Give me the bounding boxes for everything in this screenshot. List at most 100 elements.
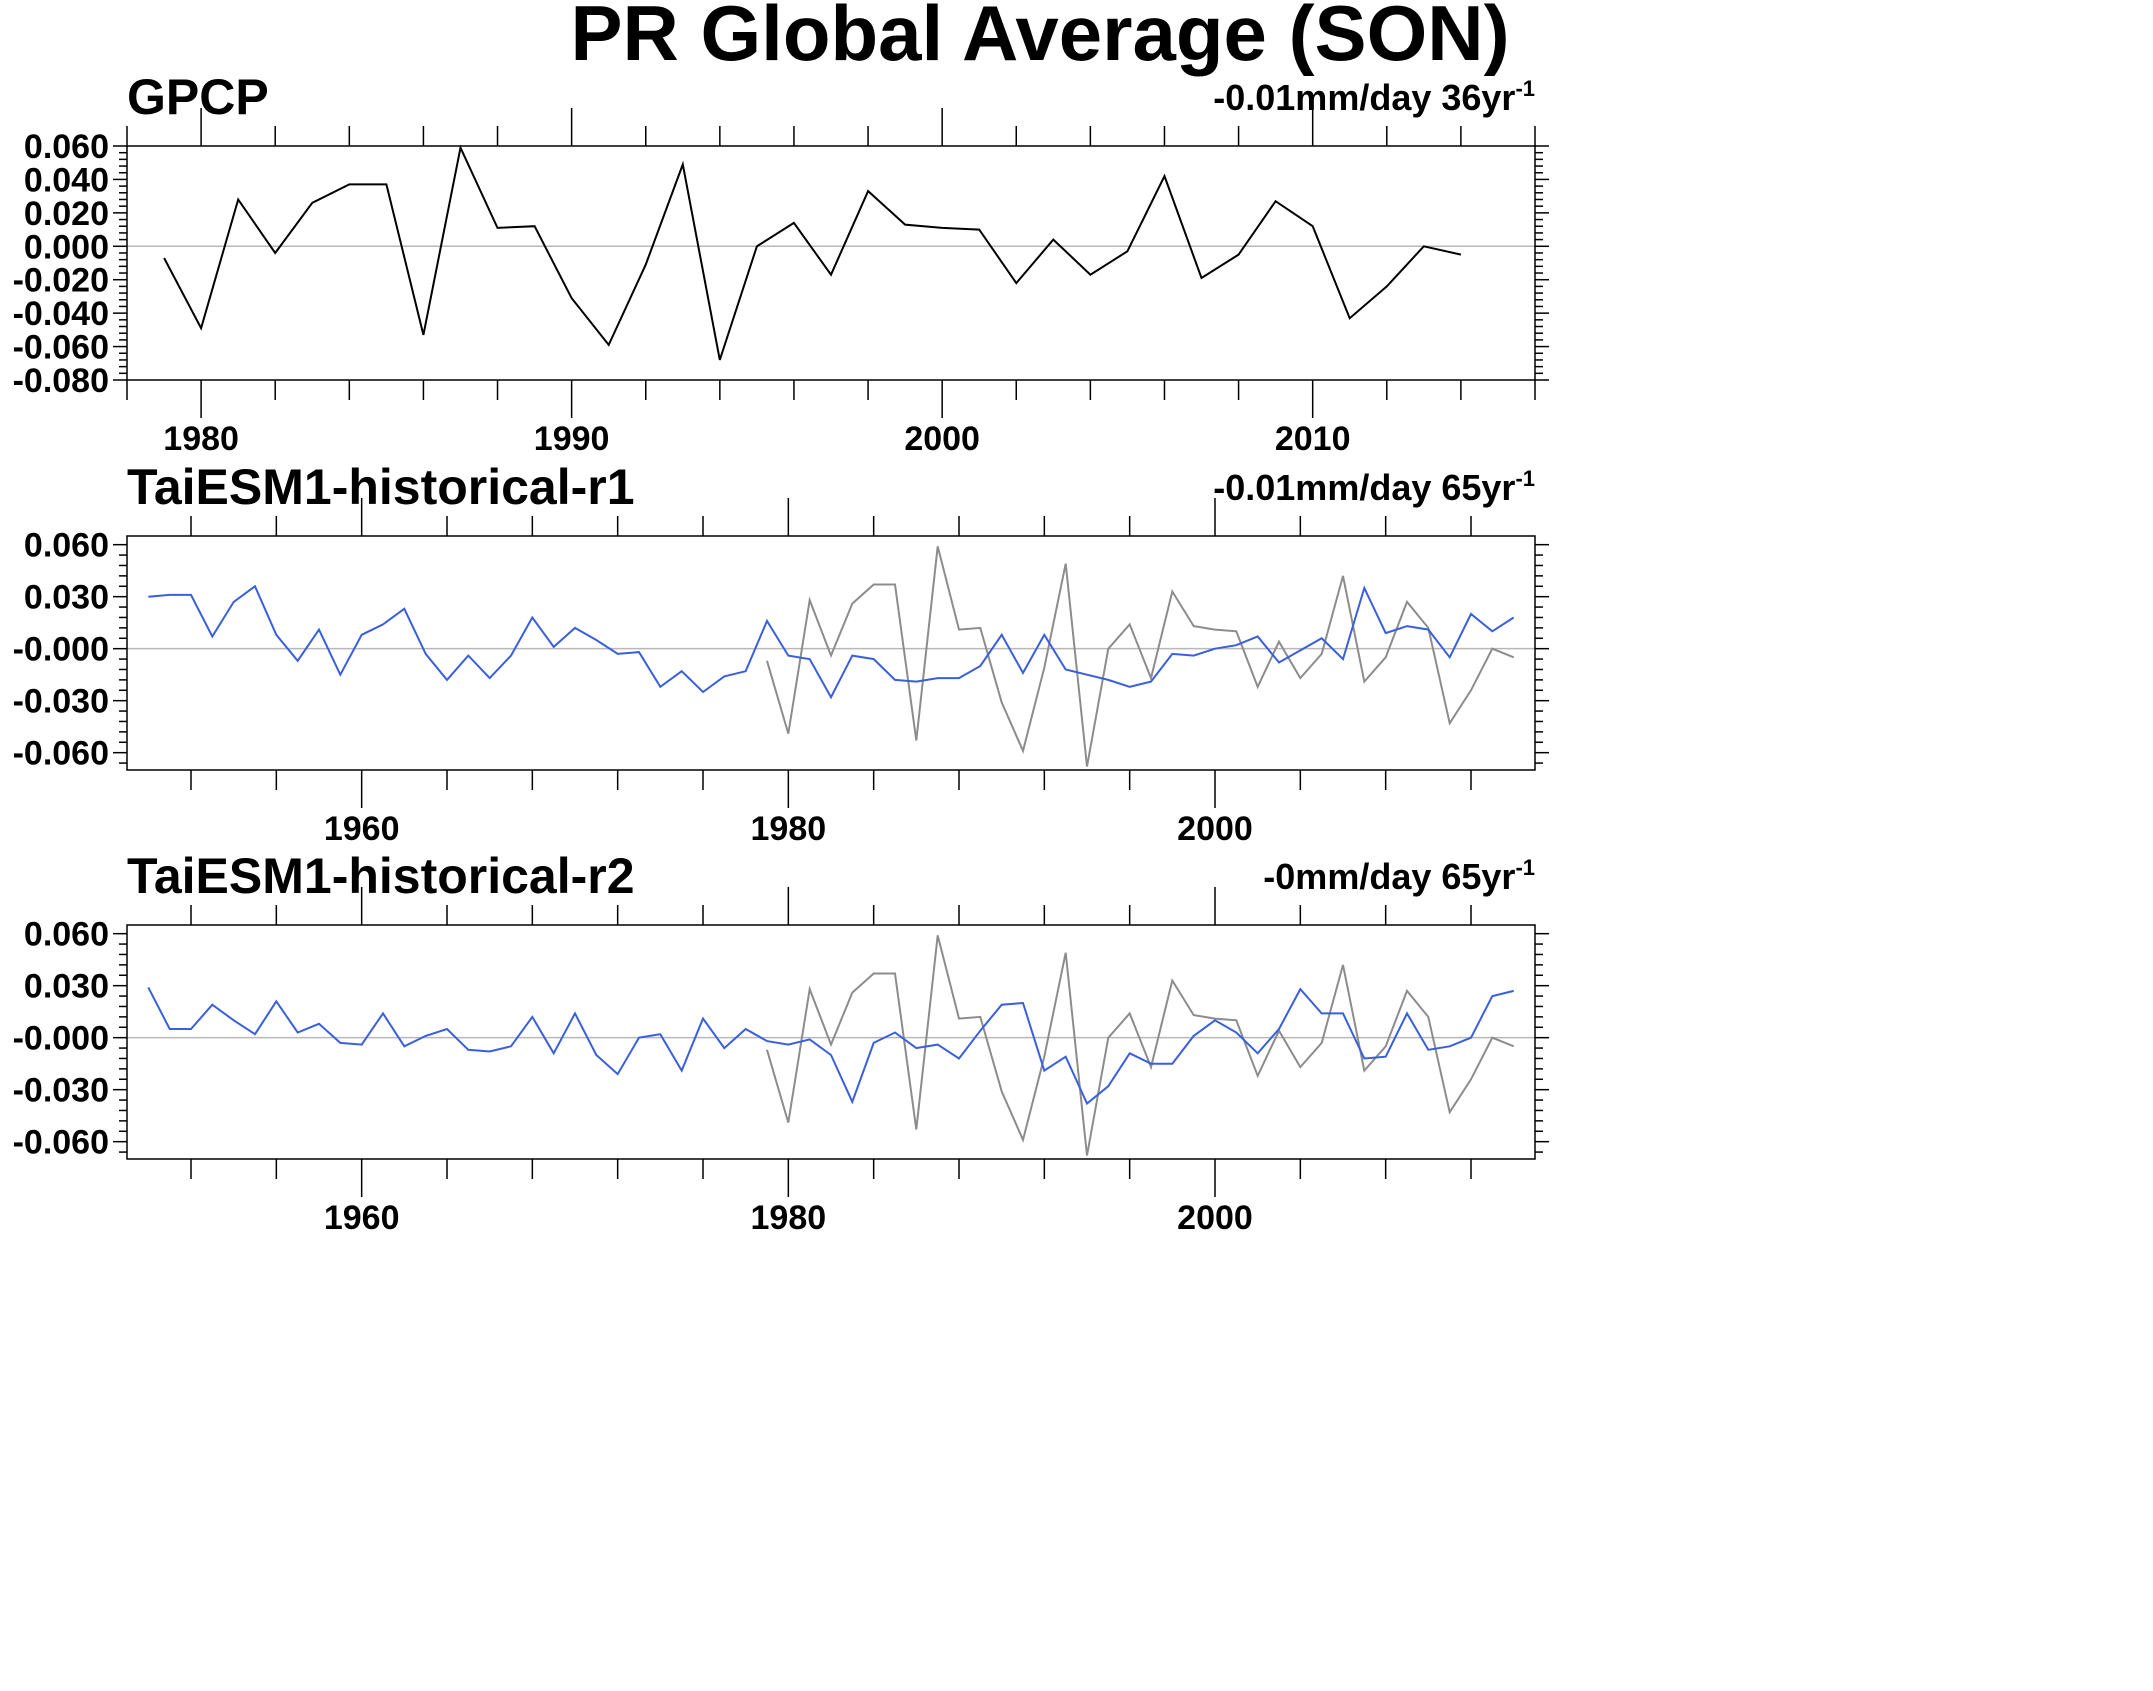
data-point xyxy=(167,1026,173,1032)
data-point xyxy=(316,1021,322,1027)
data-point xyxy=(1404,623,1410,629)
data-point xyxy=(235,196,241,202)
data-point xyxy=(295,1029,301,1035)
y-tick-label: -0.000 xyxy=(13,631,109,669)
data-point xyxy=(1124,248,1130,254)
y-tick-label: -0.060 xyxy=(13,329,109,367)
panel-1: GPCP -0.01mm/day 36yr-1 0.0600.0400.0200.0… xyxy=(13,69,1549,458)
x-tick-label: 1960 xyxy=(324,1199,400,1237)
data-point xyxy=(1276,1026,1282,1032)
panel-2: TaiESM1-historical-r1 -0.01mm/day 65yr-1 0… xyxy=(13,459,1549,848)
data-point xyxy=(807,1036,813,1042)
data-point xyxy=(1383,630,1389,636)
data-point xyxy=(337,672,343,678)
data-point xyxy=(615,651,621,657)
data-point xyxy=(1087,272,1093,278)
trend-exponent: -1 xyxy=(1515,466,1535,491)
data-point xyxy=(1233,642,1239,648)
data-point xyxy=(231,599,237,605)
data-point xyxy=(337,1040,343,1046)
data-point xyxy=(785,1042,791,1048)
data-point xyxy=(1489,993,1495,999)
data-point xyxy=(935,1042,941,1048)
data-point xyxy=(828,1052,834,1058)
data-point xyxy=(188,592,194,598)
data-point xyxy=(700,689,706,695)
trend-exponent: -1 xyxy=(1515,76,1535,101)
data-point xyxy=(252,583,258,589)
data-point xyxy=(1169,651,1175,657)
data-point xyxy=(1421,243,1427,249)
data-point xyxy=(871,656,877,662)
data-point xyxy=(956,675,962,681)
data-point xyxy=(1199,275,1205,281)
panel-title: TaiESM1-historical-r1 xyxy=(127,459,635,515)
data-point xyxy=(956,1055,962,1061)
data-point xyxy=(231,1017,237,1023)
data-point xyxy=(999,1002,1005,1008)
data-point xyxy=(977,663,983,669)
data-point xyxy=(444,1026,450,1032)
y-tick-label: 0.020 xyxy=(24,195,109,233)
data-point xyxy=(316,627,322,633)
data-point xyxy=(1319,1010,1325,1016)
trend-value: -0.01mm/day 65yr xyxy=(1213,467,1515,508)
data-point xyxy=(849,653,855,659)
data-point xyxy=(1236,252,1242,258)
data-point xyxy=(615,1071,621,1077)
panels: GPCP -0.01mm/day 36yr-10.0600.0400.0200.0… xyxy=(13,69,1549,1237)
data-point xyxy=(1425,1047,1431,1053)
data-point xyxy=(1447,654,1453,660)
obs-overlay-line xyxy=(766,935,1515,1156)
x-tick-label: 2000 xyxy=(1177,1199,1253,1237)
data-point xyxy=(657,684,663,690)
data-point xyxy=(643,262,649,268)
data-point xyxy=(295,658,301,664)
data-point xyxy=(359,632,365,638)
data-point xyxy=(807,656,813,662)
data-point xyxy=(593,1052,599,1058)
x-tick-label: 1960 xyxy=(324,810,400,848)
data-point xyxy=(145,984,151,990)
data-point xyxy=(532,223,538,229)
data-point xyxy=(359,1042,365,1048)
data-point xyxy=(1347,315,1353,321)
y-tick-label: -0.020 xyxy=(13,262,109,300)
panel-3: TaiESM1-historical-r2 -0mm/day 65yr-1 0.06… xyxy=(13,848,1549,1237)
data-point xyxy=(273,998,279,1004)
trend-label: -0.01mm/day 36yr-1 xyxy=(1213,76,1535,118)
data-point xyxy=(1233,1029,1239,1035)
data-point xyxy=(1511,988,1517,994)
data-point xyxy=(902,222,908,228)
data-point xyxy=(1404,1010,1410,1016)
x-tick-label: 1980 xyxy=(751,1199,827,1237)
data-point xyxy=(1105,677,1111,683)
data-point xyxy=(1212,646,1218,652)
data-point xyxy=(764,1038,770,1044)
data-point xyxy=(1340,1010,1346,1016)
data-point xyxy=(572,625,578,631)
data-point xyxy=(849,1099,855,1105)
data-point xyxy=(1447,1043,1453,1049)
trend-exponent: -1 xyxy=(1515,855,1535,880)
data-point xyxy=(1276,660,1282,666)
data-point xyxy=(636,1035,642,1041)
y-tick-label: -0.060 xyxy=(13,1124,109,1162)
data-point xyxy=(785,653,791,659)
data-point xyxy=(383,181,389,187)
x-tick-label: 1990 xyxy=(534,420,610,458)
data-point xyxy=(420,332,426,338)
data-point xyxy=(721,673,727,679)
data-point xyxy=(1050,237,1056,243)
x-tick-label: 1980 xyxy=(751,810,827,848)
y-tick-label: -0.030 xyxy=(13,1072,109,1110)
data-point xyxy=(791,220,797,226)
data-point xyxy=(401,1043,407,1049)
data-point xyxy=(346,181,352,187)
data-point xyxy=(913,1045,919,1051)
data-point xyxy=(198,325,204,331)
data-point xyxy=(892,1029,898,1035)
data-point xyxy=(1255,634,1261,640)
data-point xyxy=(721,1045,727,1051)
data-point xyxy=(999,632,1005,638)
